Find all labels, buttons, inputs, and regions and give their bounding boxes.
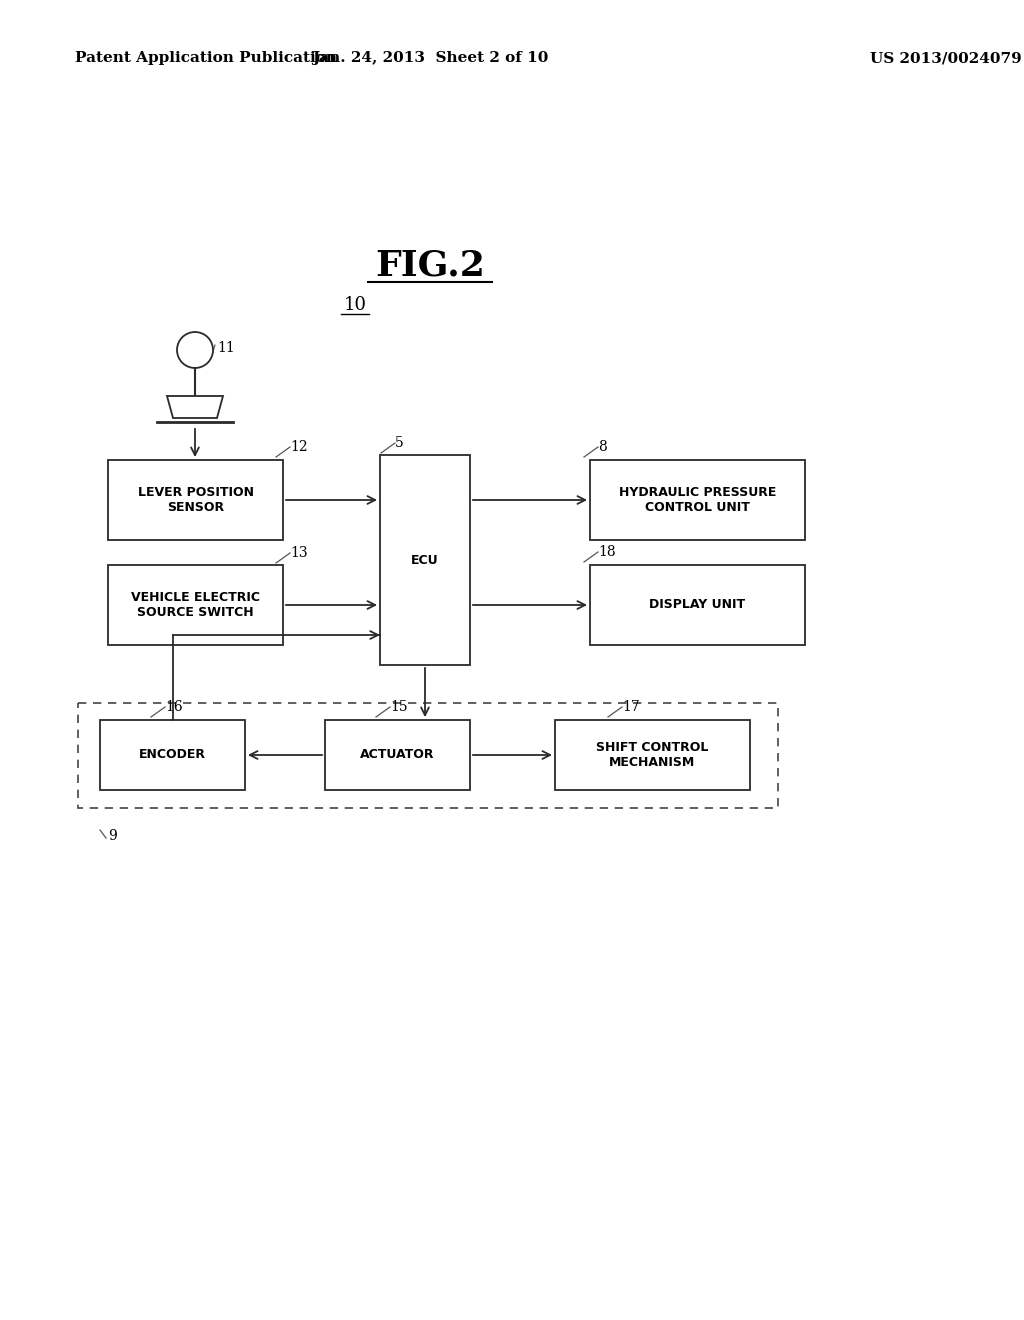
Text: SHIFT CONTROL
MECHANISM: SHIFT CONTROL MECHANISM [596, 741, 709, 770]
Text: ECU: ECU [412, 553, 439, 566]
Circle shape [177, 333, 213, 368]
Text: LEVER POSITION
SENSOR: LEVER POSITION SENSOR [137, 486, 254, 513]
Bar [100, 719, 245, 789]
Text: Jan. 24, 2013  Sheet 2 of 10: Jan. 24, 2013 Sheet 2 of 10 [312, 51, 548, 65]
Text: 17: 17 [622, 700, 640, 714]
Polygon shape [167, 396, 223, 418]
Text: 12: 12 [290, 440, 307, 454]
Bar [78, 704, 778, 808]
Text: 5: 5 [395, 436, 403, 450]
Text: 15: 15 [390, 700, 408, 714]
Bar [590, 459, 805, 540]
Text: 18: 18 [598, 545, 615, 558]
Text: 11: 11 [217, 341, 234, 355]
Text: ACTUATOR: ACTUATOR [360, 748, 435, 762]
Text: 13: 13 [290, 546, 307, 560]
Bar [380, 455, 470, 665]
Text: US 2013/0024079 A1: US 2013/0024079 A1 [870, 51, 1024, 65]
Text: VEHICLE ELECTRIC
SOURCE SWITCH: VEHICLE ELECTRIC SOURCE SWITCH [131, 591, 260, 619]
Text: HYDRAULIC PRESSURE
CONTROL UNIT: HYDRAULIC PRESSURE CONTROL UNIT [618, 486, 776, 513]
Bar [590, 565, 805, 645]
Text: 9: 9 [108, 829, 117, 843]
Bar [325, 719, 470, 789]
Text: DISPLAY UNIT: DISPLAY UNIT [649, 598, 745, 611]
Text: FIG.2: FIG.2 [375, 248, 485, 282]
Bar [555, 719, 750, 789]
Bar [108, 565, 283, 645]
Text: ENCODER: ENCODER [139, 748, 206, 762]
Text: 16: 16 [165, 700, 182, 714]
Text: Patent Application Publication: Patent Application Publication [75, 51, 337, 65]
Text: 10: 10 [343, 296, 367, 314]
Text: 8: 8 [598, 440, 607, 454]
Bar [108, 459, 283, 540]
